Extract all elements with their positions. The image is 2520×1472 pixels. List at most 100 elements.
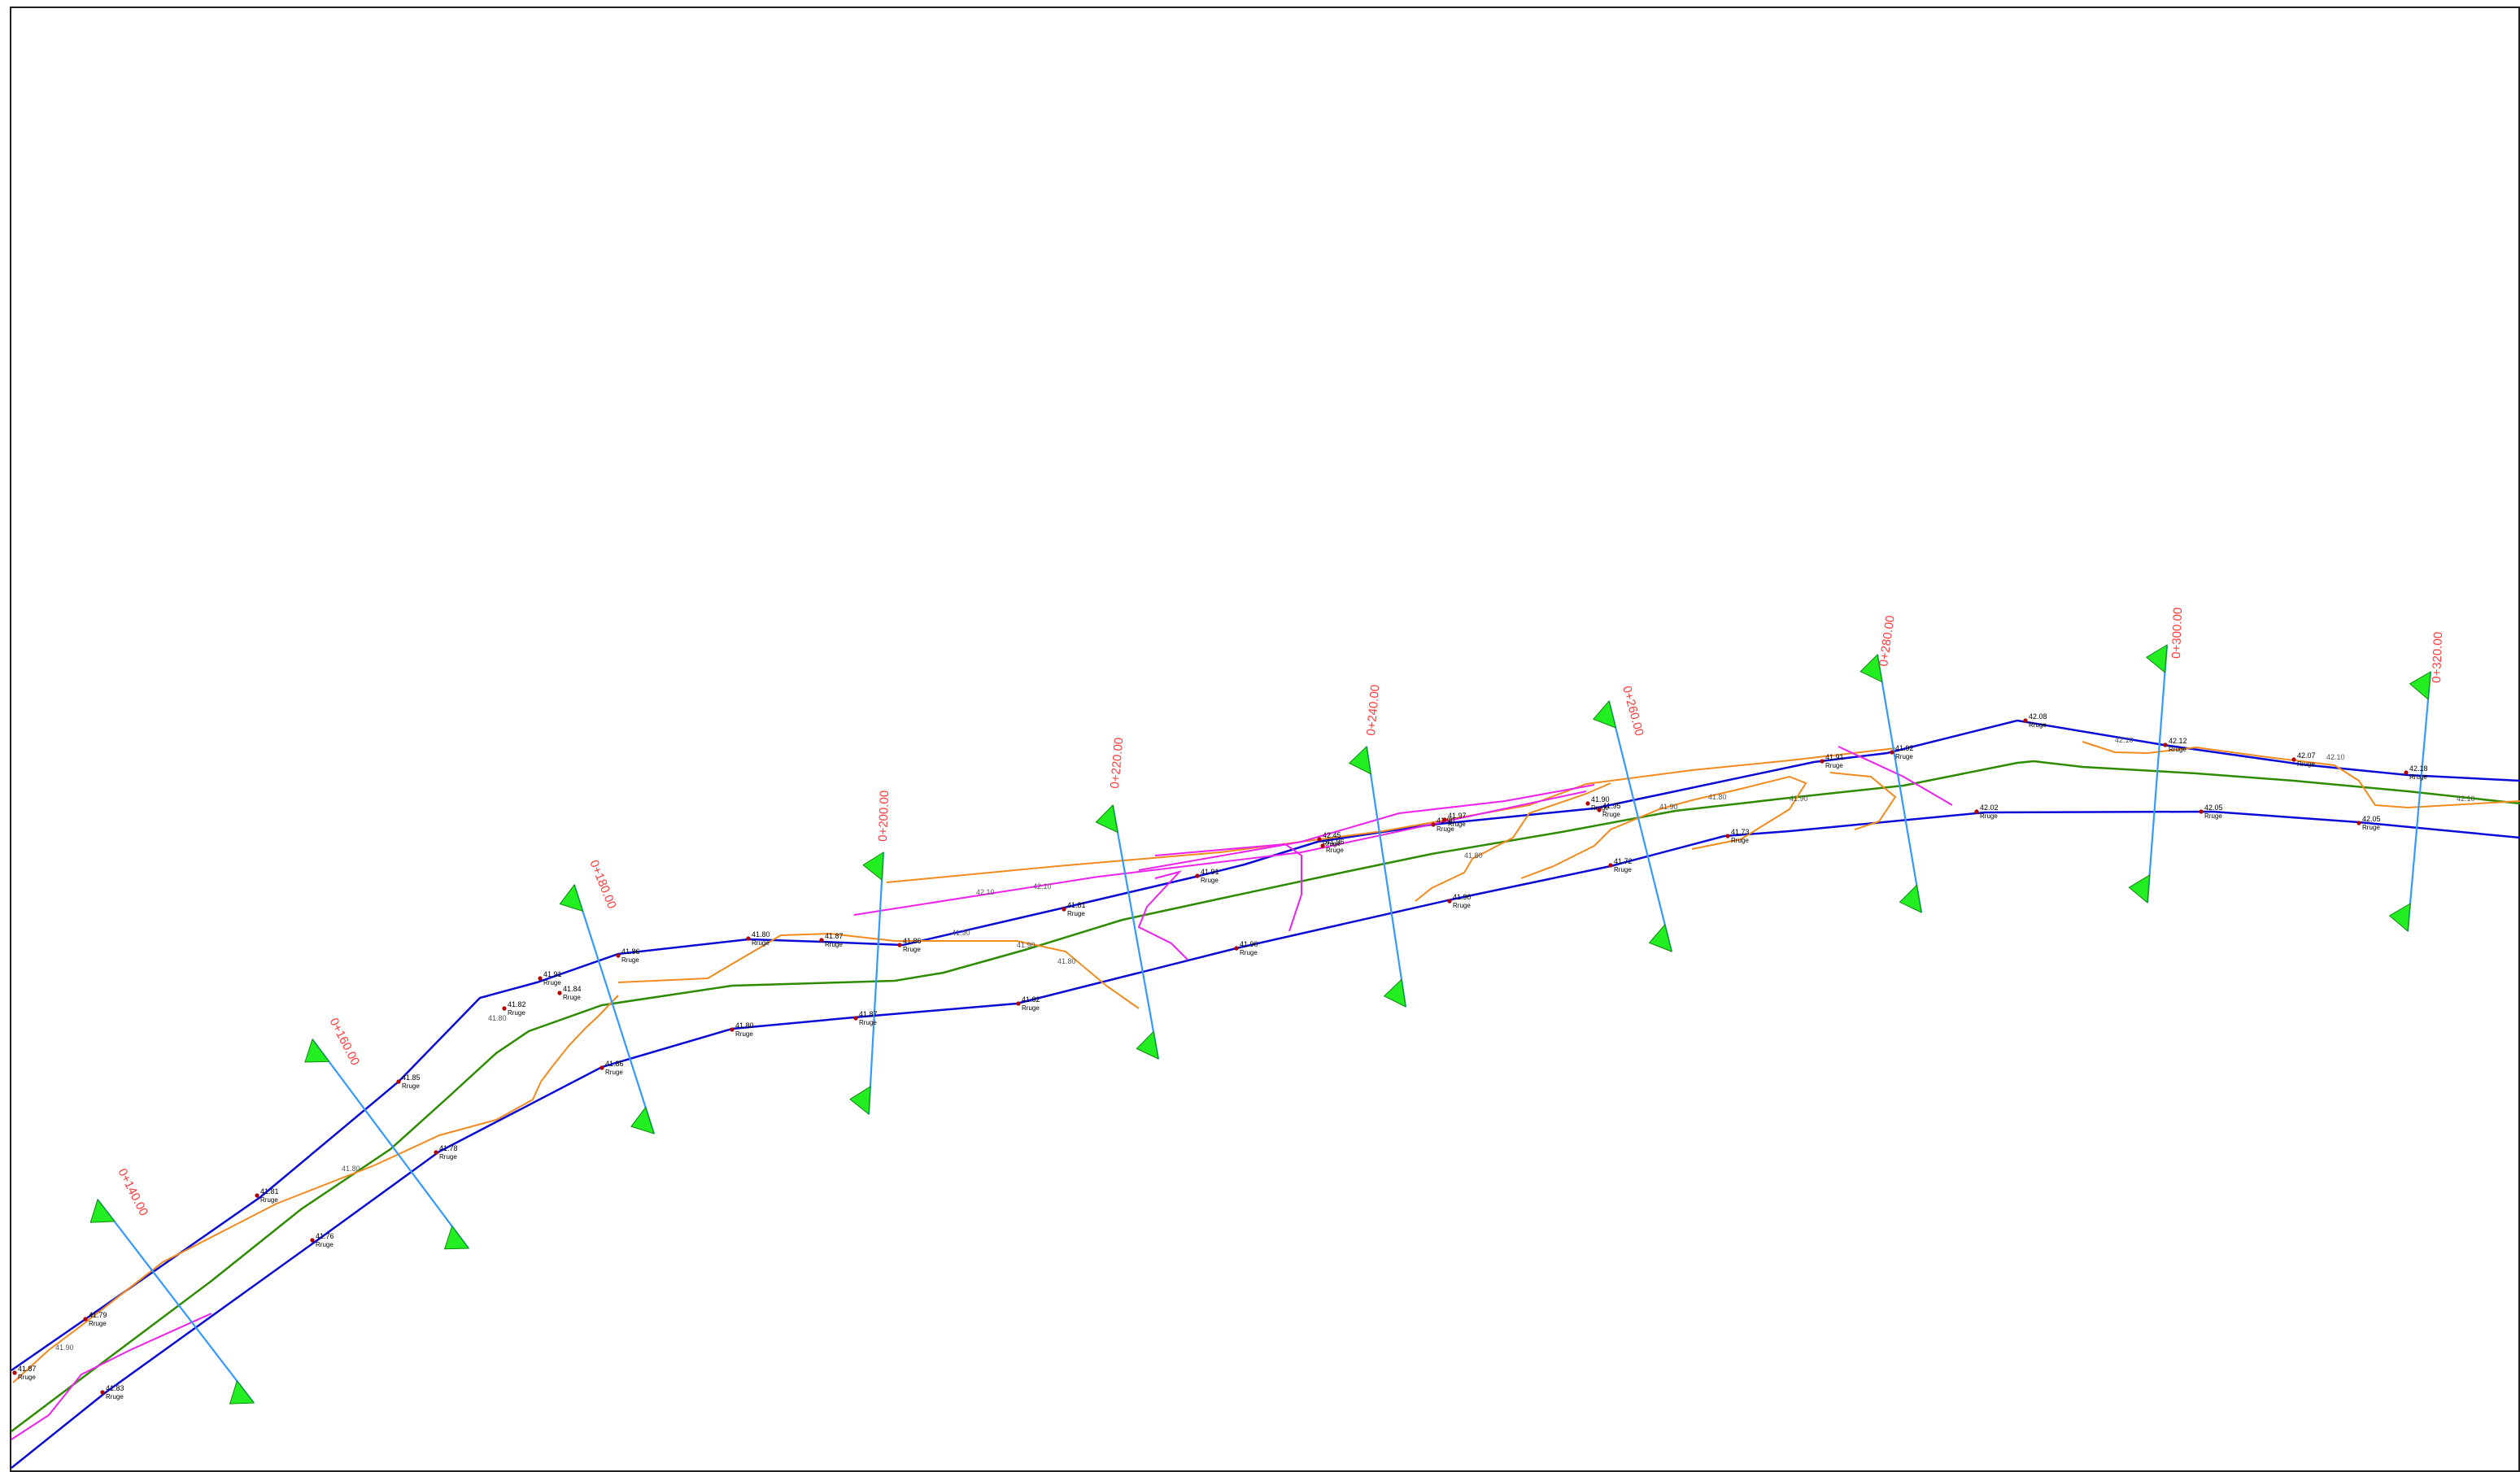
station-label: 0+200.00	[876, 790, 892, 843]
section-line[interactable]	[1365, 746, 1407, 1008]
station-0+140.00[interactable]: 0+140.00	[89, 1166, 255, 1404]
section-line[interactable]	[867, 851, 885, 1115]
point-elevation: 41.97	[1448, 812, 1467, 820]
contour-elevation-label: 41.80	[488, 1014, 507, 1022]
breakline	[11, 1313, 212, 1440]
station-0+160.00[interactable]: 0+160.00	[304, 1016, 469, 1250]
section-line[interactable]	[2146, 644, 2169, 904]
section-line[interactable]	[1876, 654, 1923, 913]
point-elevation: 41.82	[508, 1000, 526, 1008]
station-0+320.00[interactable]: 0+320.00	[2388, 632, 2446, 933]
survey-points: 41.87Rruge41.79Rruge41.83Rruge41.81Rruge…	[12, 712, 2428, 1400]
survey-point-icon	[2023, 718, 2028, 723]
station-label: 0+320.00	[2430, 632, 2445, 684]
contour-elevation-label: 41.80	[1057, 957, 1076, 965]
contour-elevation-label: 42.10	[2457, 795, 2475, 803]
section-line[interactable]	[312, 1039, 469, 1249]
point-code: Rruge	[2204, 812, 2222, 820]
section-line[interactable]	[2406, 671, 2432, 932]
survey-point-icon	[730, 1027, 735, 1032]
contour-elevation-label: 42.10	[976, 888, 995, 896]
survey-point-icon	[502, 1006, 507, 1011]
station-label: 0+220.00	[1108, 737, 1126, 789]
triangle-flag-icon	[1593, 699, 1616, 729]
station-0+280.00[interactable]: 0+280.00	[1859, 615, 1923, 913]
station-label: 0+260.00	[1620, 685, 1646, 738]
triangle-flag-icon	[1383, 978, 1406, 1008]
survey-point-icon	[1195, 873, 1200, 878]
contour-elevation-label: 41.90	[1790, 795, 1808, 803]
station-0+200.00[interactable]: 0+200.00	[849, 790, 892, 1115]
survey-point-icon	[1016, 1001, 1021, 1006]
point-elevation: 41.84	[563, 985, 582, 993]
point-code: Rruge	[752, 939, 770, 947]
survey-point-icon	[310, 1238, 315, 1243]
survey-point-icon	[1890, 750, 1894, 755]
point-elevation: 41.91	[1201, 868, 1219, 876]
section-line[interactable]	[1607, 700, 1673, 952]
station-0+300.00[interactable]: 0+300.00	[2128, 608, 2185, 904]
road-centerline[interactable]	[11, 760, 2520, 1432]
point-elevation: 42.45	[1323, 831, 1341, 839]
point-elevation: 42.08	[2029, 712, 2047, 721]
survey-point-icon	[1820, 759, 1825, 764]
point-code: Rruge	[439, 1153, 457, 1161]
station-label: 0+300.00	[2169, 608, 2185, 660]
triangle-flag-icon	[1095, 804, 1118, 834]
triangle-flag-icon	[559, 883, 584, 912]
road-edge-north[interactable]	[11, 719, 2520, 1372]
point-code: Rruge	[903, 946, 921, 953]
survey-point-icon	[853, 1016, 858, 1021]
section-line[interactable]	[97, 1199, 255, 1404]
survey-point-icon	[557, 991, 562, 995]
point-elevation: 41.72	[1614, 857, 1633, 865]
station-0+220.00[interactable]: 0+220.00	[1095, 737, 1160, 1060]
section-line[interactable]	[1111, 804, 1160, 1060]
point-elevation: 41.87	[859, 1010, 878, 1018]
point-code: Rruge	[1448, 821, 1466, 828]
point-code: Rruge	[735, 1030, 753, 1038]
section-line[interactable]	[573, 884, 656, 1134]
point-code: Rruge	[1453, 902, 1471, 909]
station-0+240.00[interactable]: 0+240.00	[1348, 684, 1407, 1008]
